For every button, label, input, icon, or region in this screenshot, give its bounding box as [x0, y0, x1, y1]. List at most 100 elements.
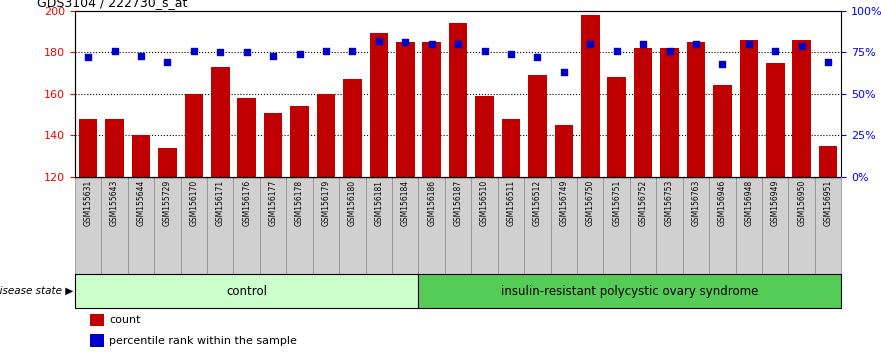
Point	[292, 51, 307, 57]
Bar	[185, 94, 203, 177]
Text: GSM156181: GSM156181	[374, 180, 383, 226]
Bar	[448, 23, 467, 177]
Text: GSM156176: GSM156176	[242, 180, 251, 226]
Bar	[233, 177, 260, 274]
Bar	[181, 177, 207, 274]
Bar	[392, 177, 418, 274]
Point	[530, 55, 544, 60]
Point	[372, 38, 386, 44]
Text: GSM156170: GSM156170	[189, 180, 198, 226]
Point	[478, 48, 492, 53]
Bar	[90, 334, 104, 347]
Bar	[313, 177, 339, 274]
Bar	[291, 106, 308, 177]
Point	[583, 41, 597, 47]
Bar	[815, 177, 841, 274]
Text: insulin-resistant polycystic ovary syndrome: insulin-resistant polycystic ovary syndr…	[501, 285, 759, 298]
Point	[663, 48, 677, 53]
Bar	[154, 177, 181, 274]
Bar	[476, 96, 493, 177]
Bar	[339, 177, 366, 274]
Point	[134, 53, 148, 58]
Point	[821, 59, 835, 65]
Point	[504, 51, 518, 57]
Text: GSM156179: GSM156179	[322, 180, 330, 226]
Bar	[207, 177, 233, 274]
Text: GSM156763: GSM156763	[692, 180, 700, 226]
Point	[107, 48, 122, 53]
Bar	[607, 77, 626, 177]
Bar	[106, 119, 123, 177]
Text: GDS3104 / 222730_s_at: GDS3104 / 222730_s_at	[37, 0, 188, 10]
Bar	[656, 177, 683, 274]
Bar	[366, 177, 392, 274]
Point	[610, 48, 624, 53]
Bar	[286, 177, 313, 274]
Bar	[79, 119, 98, 177]
Bar	[687, 42, 705, 177]
Bar	[683, 177, 709, 274]
Bar	[551, 177, 577, 274]
Bar	[498, 177, 524, 274]
Text: GSM156749: GSM156749	[559, 180, 568, 226]
Bar	[423, 42, 440, 177]
Bar	[766, 63, 784, 177]
Bar	[370, 34, 388, 177]
Text: GSM155729: GSM155729	[163, 180, 172, 226]
Point	[187, 48, 201, 53]
Point	[398, 39, 412, 45]
Text: GSM156950: GSM156950	[797, 180, 806, 226]
Bar	[502, 119, 520, 177]
Bar	[603, 177, 630, 274]
Point	[451, 41, 465, 47]
Bar	[445, 177, 471, 274]
Bar	[788, 177, 815, 274]
Text: GSM156180: GSM156180	[348, 180, 357, 226]
Bar	[317, 94, 335, 177]
Text: GSM156510: GSM156510	[480, 180, 489, 226]
Point	[266, 53, 280, 58]
Text: GSM155631: GSM155631	[84, 180, 93, 226]
Text: control: control	[226, 285, 267, 298]
Bar	[634, 48, 652, 177]
Bar	[75, 177, 101, 274]
Point	[160, 59, 174, 65]
Point	[240, 50, 254, 55]
Text: GSM156946: GSM156946	[718, 180, 727, 226]
Bar	[264, 113, 282, 177]
Point	[213, 50, 227, 55]
Point	[557, 69, 571, 75]
Bar	[792, 40, 811, 177]
Bar	[90, 314, 104, 326]
Point	[319, 48, 333, 53]
Bar	[661, 48, 678, 177]
Bar	[630, 177, 656, 274]
Bar	[555, 125, 573, 177]
Text: GSM156177: GSM156177	[269, 180, 278, 226]
Bar	[159, 148, 176, 177]
Bar	[128, 177, 154, 274]
Bar	[577, 177, 603, 274]
Text: GSM156184: GSM156184	[401, 180, 410, 226]
Text: GSM155644: GSM155644	[137, 180, 145, 226]
Text: GSM156178: GSM156178	[295, 180, 304, 226]
Text: GSM156187: GSM156187	[454, 180, 463, 226]
Point	[742, 41, 756, 47]
Bar	[524, 177, 551, 274]
Bar	[211, 67, 229, 177]
Bar	[101, 177, 128, 274]
Point	[689, 41, 703, 47]
Text: GSM156750: GSM156750	[586, 180, 595, 226]
Bar	[238, 98, 256, 177]
Text: GSM156186: GSM156186	[427, 180, 436, 226]
Bar	[418, 274, 841, 308]
Bar	[528, 75, 546, 177]
Text: disease state ▶: disease state ▶	[0, 286, 73, 296]
Text: count: count	[109, 315, 141, 325]
Bar	[819, 146, 837, 177]
Bar	[740, 40, 758, 177]
Point	[425, 41, 439, 47]
Text: GSM156951: GSM156951	[824, 180, 833, 226]
Bar	[396, 42, 414, 177]
Bar	[709, 177, 736, 274]
